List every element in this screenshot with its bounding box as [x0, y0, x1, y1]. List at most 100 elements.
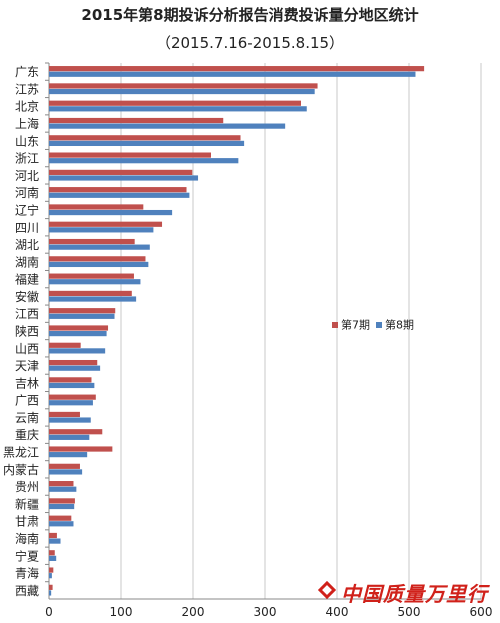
- category-label-3: 上海: [15, 116, 39, 131]
- bar-series7-27: [49, 532, 57, 539]
- category-label-15: 陕西: [15, 324, 39, 339]
- bar-series8-26: [49, 521, 74, 527]
- x-tick-label-200: 200: [182, 605, 205, 619]
- category-label-19: 广西: [15, 394, 39, 408]
- category-label-27: 海南: [15, 531, 39, 546]
- bar-series8-28: [49, 555, 57, 561]
- legend-swatch-0: [332, 322, 338, 328]
- bar-series8-24: [49, 486, 77, 492]
- bar-series7-2: [49, 100, 301, 106]
- bar-series8-30: [49, 590, 52, 596]
- bar-series8-27: [49, 538, 61, 544]
- bar-series7-15: [49, 325, 109, 331]
- x-tick-label-100: 100: [110, 605, 133, 619]
- bar-series8-17: [49, 365, 101, 371]
- bar-series7-4: [49, 135, 241, 141]
- bar-series8-1: [49, 88, 315, 95]
- bar-series7-7: [49, 187, 187, 193]
- x-tick-label-500: 500: [398, 605, 421, 619]
- category-label-2: 北京: [15, 100, 39, 114]
- category-label-21: 重庆: [15, 428, 39, 442]
- category-label-11: 湖南: [15, 254, 39, 269]
- bar-series7-16: [49, 342, 81, 348]
- bar-series8-8: [49, 209, 173, 216]
- bar-series8-12: [49, 279, 141, 285]
- bar-series7-12: [49, 273, 134, 279]
- category-label-20: 云南: [15, 410, 39, 425]
- category-label-13: 安徽: [15, 289, 39, 304]
- x-tick-label-600: 600: [470, 605, 493, 619]
- bar-series8-11: [49, 261, 149, 268]
- category-label-24: 贵州: [15, 480, 39, 494]
- bar-series8-2: [49, 106, 307, 112]
- bar-series8-0: [49, 71, 416, 77]
- category-label-29: 青海: [15, 566, 39, 581]
- category-label-7: 河南: [15, 185, 39, 200]
- x-tick-label-0: 0: [45, 605, 53, 619]
- bar-series8-23: [49, 469, 83, 475]
- bar-series7-14: [49, 308, 116, 314]
- bar-series7-29: [49, 567, 54, 573]
- bar-series7-26: [49, 515, 72, 521]
- bar-series8-15: [49, 331, 107, 337]
- bar-series7-18: [49, 377, 92, 383]
- bar-series7-23: [49, 463, 80, 469]
- bar-series8-22: [49, 452, 88, 458]
- bar-series7-8: [49, 204, 144, 210]
- legend-swatch-1: [376, 322, 382, 328]
- category-label-14: 江西: [15, 307, 39, 321]
- category-label-5: 浙江: [15, 152, 39, 166]
- category-label-1: 江苏: [15, 82, 39, 96]
- watermark: 中国质量万里行: [320, 578, 488, 607]
- category-label-23: 内蒙古: [3, 462, 39, 477]
- category-label-4: 山东: [15, 134, 39, 148]
- bar-series8-18: [49, 382, 95, 389]
- category-label-25: 新疆: [15, 496, 39, 511]
- category-label-8: 辽宁: [15, 202, 39, 217]
- category-label-0: 广东: [15, 65, 39, 79]
- bar-series7-3: [49, 117, 224, 124]
- bar-series8-14: [49, 313, 115, 319]
- bar-series8-10: [49, 244, 150, 250]
- bar-series8-7: [49, 192, 190, 198]
- category-label-16: 山西: [15, 342, 39, 356]
- bar-series8-21: [49, 434, 90, 440]
- chart-title: 2015年第8期投诉分析报告消费投诉量分地区统计: [81, 6, 419, 24]
- category-label-22: 黑龙江: [3, 446, 39, 460]
- chart-subtitle: （2015.7.16-2015.8.15）: [155, 34, 345, 52]
- bar-series7-13: [49, 290, 132, 297]
- bar-series7-0: [49, 66, 425, 72]
- bar-series7-21: [49, 429, 103, 435]
- bar-series7-30: [49, 584, 53, 590]
- bar-series8-4: [49, 140, 245, 147]
- bar-series8-16: [49, 348, 106, 354]
- bar-series7-1: [49, 83, 318, 89]
- category-label-28: 宁夏: [15, 548, 39, 563]
- category-label-9: 四川: [15, 221, 39, 235]
- logo-icon: [318, 581, 336, 599]
- bar-series7-28: [49, 550, 55, 556]
- category-label-18: 吉林: [15, 376, 39, 390]
- x-tick-label-300: 300: [254, 605, 277, 619]
- category-label-6: 河北: [15, 169, 39, 183]
- bar-series7-22: [49, 446, 113, 452]
- legend-label-1: 第8期: [385, 318, 414, 332]
- bar-series8-25: [49, 503, 75, 510]
- bar-series7-11: [49, 256, 146, 262]
- bar-series7-9: [49, 221, 163, 227]
- bar-series7-10: [49, 238, 135, 245]
- bar-series8-6: [49, 175, 199, 181]
- bar-series8-9: [49, 227, 154, 233]
- category-label-17: 天津: [15, 359, 39, 373]
- bar-series8-29: [49, 573, 52, 579]
- watermark-text: 中国质量万里行: [341, 582, 488, 606]
- bar-series7-20: [49, 411, 80, 418]
- category-label-12: 福建: [15, 272, 39, 287]
- bar-series7-5: [49, 152, 211, 158]
- bar-series7-6: [49, 169, 193, 175]
- bar-series8-5: [49, 158, 239, 164]
- bar-series8-13: [49, 296, 137, 302]
- bar-series7-17: [49, 359, 98, 366]
- legend-label-0: 第7期: [341, 318, 370, 332]
